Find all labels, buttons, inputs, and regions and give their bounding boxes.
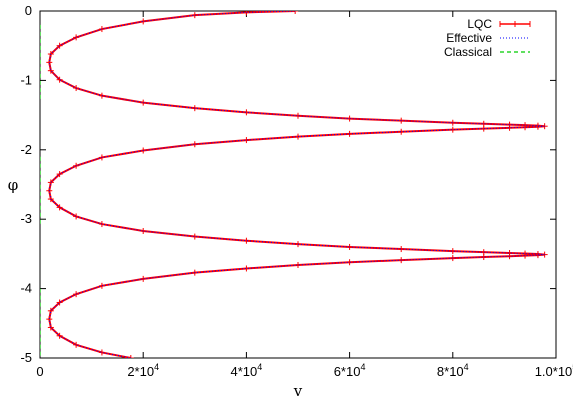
- x-tick-label: 2*104: [127, 362, 159, 379]
- legend-label: LQC: [467, 17, 492, 31]
- x-tick-label: 1.0*105: [535, 362, 573, 379]
- x-tick-label: 8*104: [437, 362, 469, 379]
- y-tick-label: -1: [20, 72, 32, 87]
- x-axis-ticks: 0 2*104 4*104 6*104 8*104 1.0*105: [36, 11, 573, 379]
- legend-label: Classical: [444, 45, 492, 59]
- plot-frame: [39, 10, 557, 359]
- x-tick-label: 6*104: [334, 362, 366, 379]
- x-axis-label: v: [293, 382, 303, 397]
- series-lqc-line: [48, 11, 545, 358]
- y-axis-label: φ: [8, 176, 19, 194]
- series-effective-line: [48, 11, 545, 358]
- y-tick-label: -4: [20, 281, 32, 296]
- y-tick-label: -2: [20, 142, 32, 157]
- y-tick-label: -3: [20, 211, 32, 226]
- x-tick-label: 0: [36, 364, 43, 379]
- y-tick-label: -5: [20, 350, 32, 365]
- y-axis-ticks: 0 -1 -2 -3 -4 -5: [20, 3, 556, 365]
- legend-label: Effective: [446, 31, 492, 45]
- y-tick-label: 0: [25, 3, 32, 18]
- x-tick-label: 4*104: [231, 362, 263, 379]
- series-layer: [40, 11, 548, 358]
